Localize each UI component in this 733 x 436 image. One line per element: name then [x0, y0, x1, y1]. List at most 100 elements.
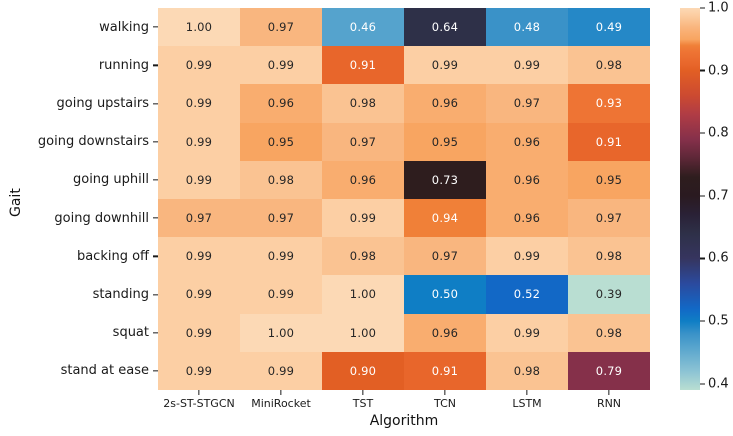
heatmap-cell-value: 0.91	[595, 134, 623, 149]
heatmap-cell: 0.97	[486, 84, 568, 123]
row-label: running	[98, 57, 149, 73]
col-label: MiniRocket	[251, 397, 311, 410]
heatmap-cell: 0.97	[404, 237, 486, 276]
heatmap-cell-value: 0.99	[185, 325, 213, 340]
heatmap-cell-value: 0.96	[431, 96, 459, 111]
heatmap-cell-value: 0.98	[595, 249, 623, 264]
heatmap-cell: 0.96	[486, 199, 568, 238]
heatmap-cell-value: 0.99	[185, 249, 213, 264]
heatmap-cell-value: 0.93	[595, 96, 623, 111]
heatmap-cell: 0.96	[486, 160, 568, 199]
heatmap-cell: 0.99	[158, 237, 240, 276]
heatmap-cell-value: 1.00	[185, 20, 213, 35]
heatmap-cell: 0.96	[404, 313, 486, 352]
heatmap-cell-value: 0.91	[349, 58, 377, 73]
heatmap-cell-value: 0.96	[431, 325, 459, 340]
x-tick-mark	[526, 390, 528, 395]
heatmap-cell: 0.96	[404, 84, 486, 123]
heatmap-cell-value: 0.99	[185, 363, 213, 378]
heatmap-cell-value: 0.91	[431, 363, 459, 378]
y-tick-mark	[153, 370, 158, 372]
heatmap-cell: 0.79	[568, 351, 650, 390]
heatmap-cell-value: 0.99	[349, 211, 377, 226]
colorbar-tick-mark	[700, 195, 705, 197]
heatmap-cell: 0.99	[486, 237, 568, 276]
heatmap-cell: 0.48	[486, 8, 568, 47]
colorbar-tick-label: 0.7	[708, 188, 729, 204]
col-label: RNN	[596, 397, 622, 410]
heatmap-cell-value: 0.99	[431, 58, 459, 73]
heatmap-cell-value: 1.00	[349, 325, 377, 340]
y-tick-mark	[153, 141, 158, 143]
colorbar-tick-label: 0.4	[708, 376, 729, 392]
heatmap-cell-value: 0.96	[513, 134, 541, 149]
heatmap-cell-value: 0.99	[185, 96, 213, 111]
heatmap-cell: 0.98	[568, 46, 650, 85]
heatmap-cell: 0.99	[158, 160, 240, 199]
x-tick-mark	[608, 390, 610, 395]
heatmap-cell-value: 0.99	[185, 134, 213, 149]
heatmap-cell-value: 0.49	[595, 20, 623, 35]
colorbar-ticks: 1.0 0.9 0.8 0.7 0.6 0.5 0.4	[700, 1, 733, 391]
heatmap-cell-value: 1.00	[349, 287, 377, 302]
col-label: TCN	[434, 397, 456, 410]
heatmap-cell-value: 0.98	[513, 363, 541, 378]
heatmap-cell-value: 1.00	[267, 325, 295, 340]
heatmap-cell-value: 0.97	[595, 211, 623, 226]
row-label: going upstairs	[56, 96, 150, 111]
heatmap-cell: 0.99	[240, 46, 322, 85]
colorbar-tick: 0.4	[700, 376, 729, 391]
heatmap-cell: 0.91	[322, 46, 404, 85]
y-axis-tick-labels: walking running going upstairs going downst…	[0, 8, 149, 390]
colorbar-tick-label: 0.9	[708, 63, 729, 79]
heatmap-cell-value: 0.99	[185, 287, 213, 302]
colorbar-tick-label: 0.5	[708, 313, 729, 329]
heatmap-cell-value: 0.94	[431, 211, 459, 226]
heatmap-cell: 0.99	[158, 84, 240, 123]
heatmap-cell: 0.96	[486, 122, 568, 161]
heatmap-cell: 0.99	[158, 351, 240, 390]
heatmap-cell: 0.99	[158, 122, 240, 161]
y-axis-tick-marks	[153, 8, 158, 390]
heatmap-cell-value: 0.98	[595, 58, 623, 73]
col-label: 2s-ST-STGCN	[163, 397, 235, 410]
colorbar-tick-label: 0.8	[708, 125, 729, 141]
colorbar-tick: 0.9	[700, 63, 729, 78]
heatmap-cell-value: 0.95	[595, 172, 623, 187]
heatmap-cell-value: 0.79	[595, 363, 623, 378]
heatmap-cell-value: 0.97	[267, 211, 295, 226]
heatmap-cell: 0.98	[322, 237, 404, 276]
colorbar-tick: 0.7	[700, 188, 729, 203]
heatmap-cell-value: 0.64	[431, 20, 459, 35]
colorbar-tick-mark	[700, 383, 705, 385]
heatmap-cell: 0.96	[240, 84, 322, 123]
heatmap-cell: 0.99	[158, 46, 240, 85]
y-tick-mark	[153, 293, 158, 296]
heatmap-cell-value: 0.99	[513, 325, 541, 340]
colorbar-tick-mark	[700, 7, 705, 9]
y-tick-mark	[153, 179, 158, 181]
heatmap-cell-value: 0.50	[431, 287, 459, 302]
colorbar-tick-mark	[700, 320, 705, 322]
heatmap-cell: 0.98	[486, 351, 568, 390]
heatmap-cell: 1.00	[158, 8, 240, 47]
colorbar-tick: 1.0	[700, 1, 729, 16]
row-label: walking	[99, 19, 149, 35]
heatmap-cell: 0.99	[486, 313, 568, 352]
heatmap-cell: 0.98	[568, 313, 650, 352]
heatmap-cell-value: 0.98	[267, 172, 295, 187]
x-tick-mark	[444, 390, 446, 395]
heatmap-cell: 0.73	[404, 160, 486, 199]
colorbar-tick-label: 0.6	[708, 250, 729, 266]
heatmap-cell: 0.96	[322, 160, 404, 199]
y-tick-mark	[153, 332, 158, 334]
heatmap-cell-value: 0.99	[267, 287, 295, 302]
row-label: going downhill	[54, 210, 149, 226]
y-tick-mark	[153, 64, 158, 66]
heatmap-cell-value: 0.99	[513, 249, 541, 264]
heatmap-cell-value: 0.73	[431, 172, 459, 187]
heatmap-cell-value: 0.99	[185, 172, 213, 187]
col-label: LSTM	[512, 397, 542, 410]
x-tick-mark	[362, 390, 364, 395]
